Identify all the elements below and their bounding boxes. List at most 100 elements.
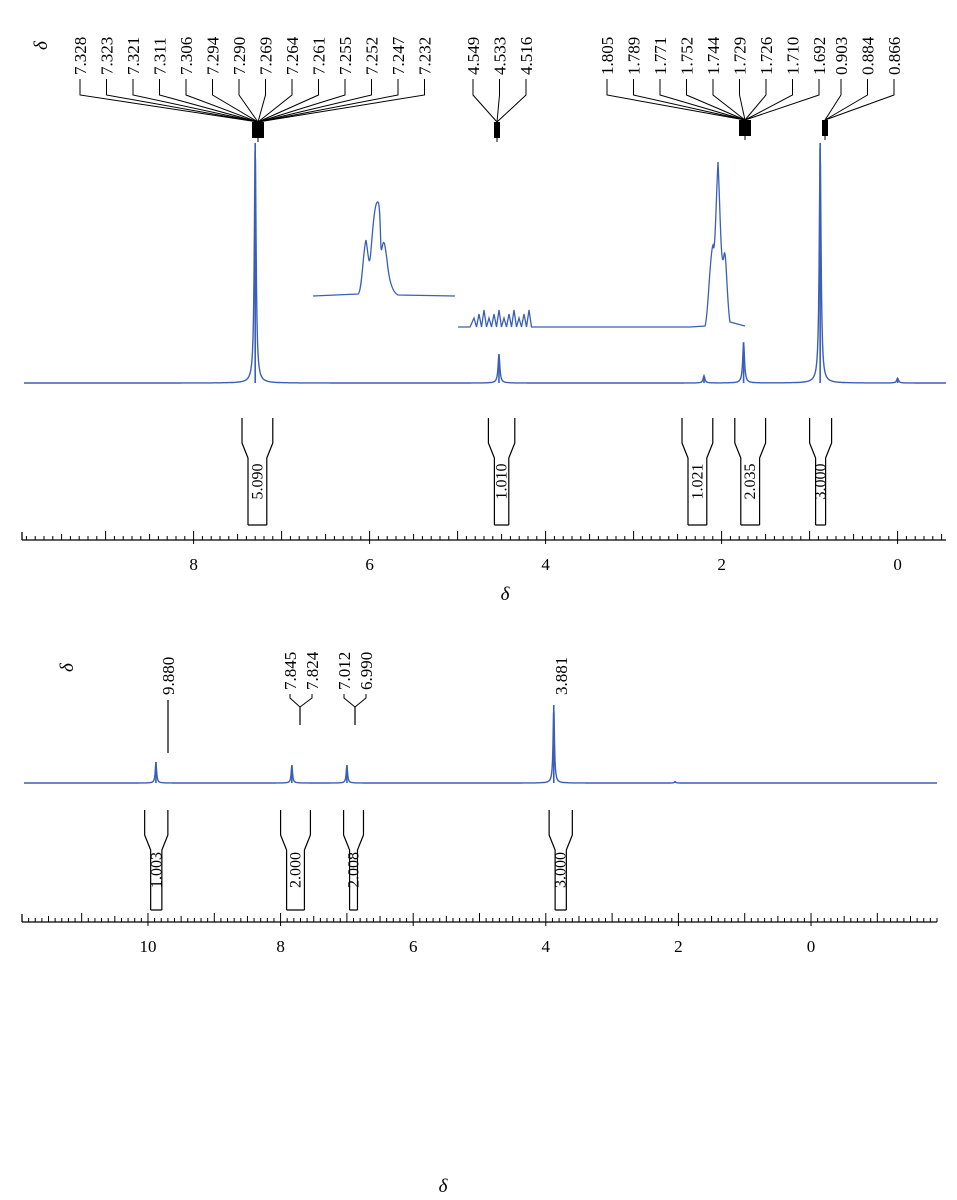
label-leader xyxy=(824,79,868,121)
spectrum-line xyxy=(24,148,946,384)
peak-label: 7.264 xyxy=(283,36,302,75)
label-leader xyxy=(606,79,746,121)
label-leader xyxy=(744,79,793,121)
inset-multiplet-2 xyxy=(458,161,746,328)
integral-value: 5.090 xyxy=(249,464,266,500)
spectrum-bottom xyxy=(24,705,937,784)
label-junction xyxy=(494,122,500,138)
integral-value: 2.008 xyxy=(346,852,363,888)
peak-label: 1.752 xyxy=(678,37,697,75)
peak-label: 1.805 xyxy=(598,37,617,75)
tick-label: 2 xyxy=(674,937,683,956)
label-junction xyxy=(822,120,828,136)
label-leader xyxy=(496,79,500,123)
integral-value: 3.000 xyxy=(553,852,570,888)
label-leader xyxy=(472,79,498,123)
peak-label: 7.255 xyxy=(336,37,355,75)
x-axis-bottom: 10 8 6 4 2 0 xyxy=(21,913,938,956)
label-leader xyxy=(257,79,399,123)
peak-label: 0.884 xyxy=(859,36,878,75)
label-leader xyxy=(257,79,319,123)
spectrum-top xyxy=(24,143,946,384)
peak-label: 1.771 xyxy=(651,37,670,75)
label-leader xyxy=(185,79,259,123)
peak-label: 1.726 xyxy=(757,37,776,75)
peak-label: 1.710 xyxy=(784,37,803,75)
peak-labels-bottom: 9.880 7.845 7.824 7.012 6.990 3.881 xyxy=(159,651,571,753)
peak-label: 7.294 xyxy=(204,36,223,75)
peak-label: 9.880 xyxy=(159,657,178,695)
label-leader xyxy=(686,79,746,121)
tick-label: 8 xyxy=(276,937,285,956)
label-leader xyxy=(496,79,527,123)
spectrum-line xyxy=(24,711,937,784)
label-leader xyxy=(257,79,266,123)
tick-label: 4 xyxy=(541,555,550,574)
peak-label: 7.824 xyxy=(303,651,322,690)
integral-bracket xyxy=(279,810,312,911)
peak-label: 7.232 xyxy=(416,37,435,75)
tick-label: 2 xyxy=(717,555,726,574)
peak-label: 4.549 xyxy=(464,37,483,75)
peak-label: 7.845 xyxy=(281,652,300,690)
integral-value: 2.000 xyxy=(288,852,305,888)
integral-bracket xyxy=(809,418,833,526)
delta-symbol-bottom: δ xyxy=(57,662,78,672)
integral-bracket xyxy=(734,418,767,526)
label-leader xyxy=(238,79,259,123)
tick-label: 8 xyxy=(189,555,198,574)
peak-label: 4.516 xyxy=(517,37,536,75)
tick-label: 4 xyxy=(542,937,551,956)
tick-label: 0 xyxy=(807,937,816,956)
peak-label: 7.261 xyxy=(310,37,329,75)
integral-value: 3.000 xyxy=(813,464,830,500)
peak-label: 0.903 xyxy=(832,37,851,75)
label-junction xyxy=(739,120,751,136)
tick-label: 6 xyxy=(409,937,418,956)
tick-label: 6 xyxy=(365,555,374,574)
label-leader xyxy=(712,79,746,121)
peak-label: 1.744 xyxy=(704,36,723,75)
integrals-bottom: 1.003 2.000 2.008 3.000 xyxy=(144,810,573,911)
integral-bracket xyxy=(681,418,714,526)
label-leader xyxy=(343,694,356,708)
label-leader xyxy=(744,79,767,121)
integral-bracket xyxy=(548,810,573,911)
label-leader xyxy=(824,79,842,121)
label-leader xyxy=(299,694,313,708)
integral-bracket xyxy=(241,418,274,526)
x-axis-top: 8 6 4 2 0 xyxy=(21,531,946,574)
label-junction xyxy=(252,122,264,138)
label-leader xyxy=(132,79,259,123)
label-leader xyxy=(257,79,346,123)
peak-label: 7.311 xyxy=(151,37,170,75)
peak-label: 1.789 xyxy=(625,37,644,75)
peak-label: 7.321 xyxy=(124,37,143,75)
integral-bracket xyxy=(144,810,169,911)
peak-label: 7.328 xyxy=(71,37,90,75)
label-leader xyxy=(739,79,746,121)
tick-label: 0 xyxy=(893,555,902,574)
tick-label: 10 xyxy=(139,937,156,956)
label-leader xyxy=(824,79,895,121)
peak-label: 7.306 xyxy=(177,37,196,75)
label-leader xyxy=(79,79,259,123)
x-axis-label-top: δ xyxy=(501,584,511,605)
peak-label: 7.252 xyxy=(363,37,382,75)
label-leader xyxy=(659,79,746,121)
x-axis-label-bottom: δ xyxy=(439,1176,449,1197)
label-leader xyxy=(159,79,259,123)
inset-multiplet xyxy=(312,201,456,297)
integral-bracket xyxy=(487,418,516,526)
integral-value: 1.003 xyxy=(148,852,165,888)
label-leader xyxy=(257,79,425,123)
peak-label: 0.866 xyxy=(885,37,904,75)
label-leader xyxy=(744,79,820,121)
label-leader xyxy=(289,694,301,708)
peak-label: 7.012 xyxy=(335,652,354,690)
label-leader xyxy=(212,79,259,123)
peak-label: 6.990 xyxy=(357,652,376,690)
label-leader xyxy=(633,79,746,121)
label-leader xyxy=(354,694,367,708)
